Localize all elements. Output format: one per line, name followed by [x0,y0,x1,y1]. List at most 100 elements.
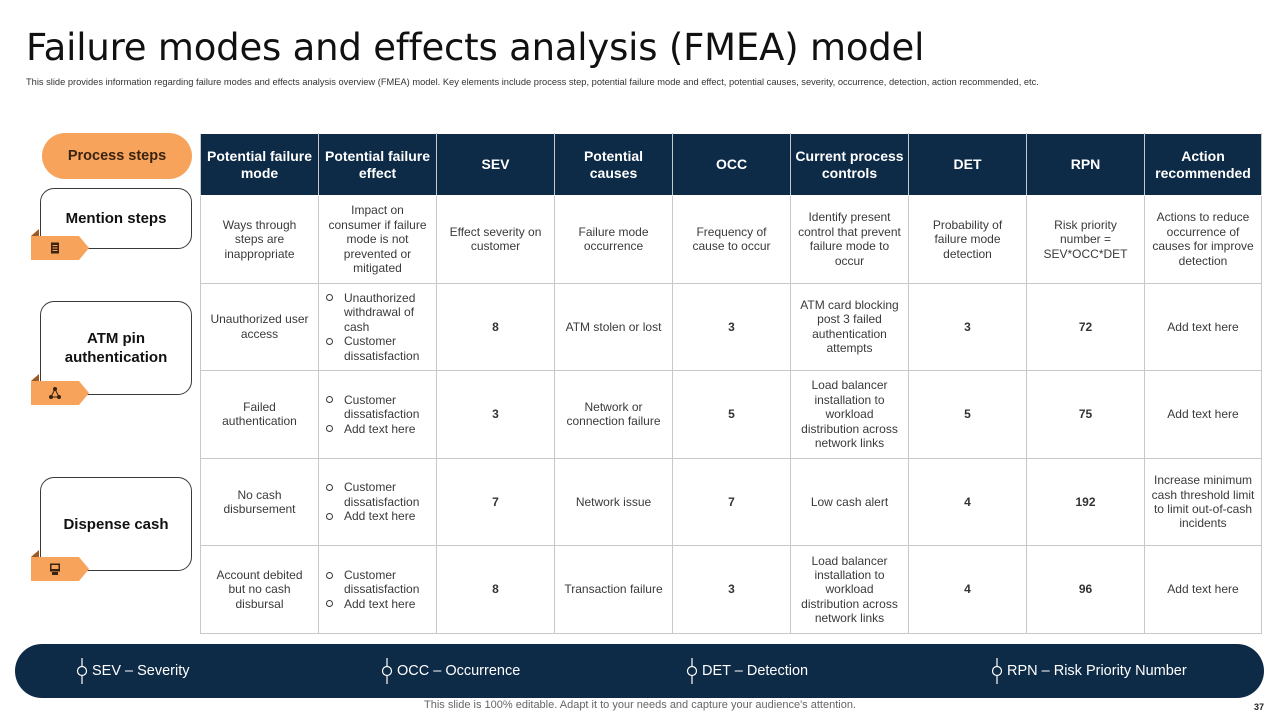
legend-label: SEV – Severity [92,663,190,679]
effect-list-item: Customer dissatisfaction [325,568,430,597]
effect-list: Customer dissatisfaction Add text here [325,393,430,436]
legend-bar: SEV – Severity OCC – Occurrence DET – De… [15,644,1264,698]
effect-list-item: Customer dissatisfaction [325,393,430,422]
cell-action: Add text here [1144,282,1262,372]
effect-list-item: Add text here [325,422,430,436]
cell-action: Actions to reduce occurrence of causes f… [1144,195,1262,284]
cell-controls: ATM card blocking post 3 failed authenti… [790,282,909,372]
cell-occ: Frequency of cause to occur [672,195,791,284]
column-header: Current process controls [790,133,909,196]
cell-controls: Load balancer installation to workload d… [790,370,909,459]
cell-occ: 5 [672,370,791,459]
cell-rpn: 72 [1026,282,1145,372]
cell-rpn: 192 [1026,457,1145,547]
column-header: RPN [1026,133,1145,196]
page-number: 37 [1253,702,1264,712]
cell-rpn: 75 [1026,370,1145,459]
cell-causes: Transaction failure [554,545,673,634]
marker-icon [686,658,698,684]
process-steps-header: Process steps [42,133,192,179]
cell-failure-effect: Customer dissatisfaction Add text here [318,370,437,459]
marker-icon [76,658,88,684]
cell-failure-mode: Ways through steps are inappropriate [200,195,319,284]
column-header: SEV [436,133,555,196]
effect-list-item: Unauthorized withdrawal of cash [325,291,430,334]
step-tag-atm-pin-authentication [31,374,89,405]
cell-sev: Effect severity on customer [436,195,555,284]
step-tag-dispense-cash [31,550,89,581]
legend-label: DET – Detection [702,663,809,679]
marker-icon [991,658,1003,684]
column-header: Action recommended [1144,133,1262,196]
cell-failure-mode: No cash disbursement [200,457,319,547]
cell-sev: 8 [436,282,555,372]
cell-causes: Network issue [554,457,673,547]
legend-item-rpn: RPN – Risk Priority Number [991,644,1187,698]
cell-failure-mode: Unauthorized user access [200,282,319,372]
table-header-row: Potential failure mode Potential failure… [200,133,1262,196]
cell-sev: 7 [436,457,555,547]
legend-label: OCC – Occurrence [397,663,521,679]
table-row: Unauthorized user access Unauthorized wi… [200,282,1262,372]
cell-causes: ATM stolen or lost [554,282,673,372]
cell-action: Increase minimum cash threshold limit to… [1144,457,1262,547]
cell-failure-mode: Failed authentication [200,370,319,459]
cell-occ: 7 [672,457,791,547]
cell-failure-effect: Customer dissatisfaction Add text here [318,545,437,634]
column-header: Potential causes [554,133,673,196]
cell-occ: 3 [672,282,791,372]
legend-item-occ: OCC – Occurrence [381,644,520,698]
cell-failure-effect: Unauthorized withdrawal of cash Customer… [318,282,437,372]
cell-failure-effect: Customer dissatisfaction Add text here [318,457,437,547]
column-header: Potential failure mode [200,133,319,196]
fmea-table: Potential failure mode Potential failure… [200,133,1262,634]
table-row: No cash disbursement Customer dissatisfa… [200,457,1262,547]
cell-sev: 3 [436,370,555,459]
cell-rpn: Risk priority number = SEV*OCC*DET [1026,195,1145,284]
cell-det: 4 [908,457,1027,547]
step-card-atm-pin-authentication: ATM pin authentication [40,301,192,395]
step-card-dispense-cash: Dispense cash [40,477,192,571]
legend-item-det: DET – Detection [686,644,808,698]
effect-list: Customer dissatisfaction Add text here [325,568,430,611]
slide-subtitle: This slide provides information regardin… [26,77,1039,87]
cell-failure-effect: Impact on consumer if failure mode is no… [318,195,437,284]
legend-item-sev: SEV – Severity [76,644,190,698]
cell-sev: 8 [436,545,555,634]
slide-title: Failure modes and effects analysis (FMEA… [26,26,925,69]
column-header: DET [908,133,1027,196]
effect-list-item: Add text here [325,597,430,611]
effect-list-item: Add text here [325,509,430,523]
cell-det: 5 [908,370,1027,459]
cell-det: 3 [908,282,1027,372]
column-header: Potential failure effect [318,133,437,196]
cell-controls: Identify present control that prevent fa… [790,195,909,284]
cell-occ: 3 [672,545,791,634]
document-icon [51,242,59,254]
cell-controls: Load balancer installation to workload d… [790,545,909,634]
cell-controls: Low cash alert [790,457,909,547]
cell-causes: Failure mode occurrence [554,195,673,284]
cell-det: Probability of failure mode detection [908,195,1027,284]
step-tag-mention-steps [31,229,89,260]
effect-list: Customer dissatisfaction Add text here [325,480,430,523]
cell-rpn: 96 [1026,545,1145,634]
cell-action: Add text here [1144,545,1262,634]
step-label: ATM pin authentication [64,330,168,366]
step-label: Dispense cash [63,515,169,533]
effect-list-item: Customer dissatisfaction [325,334,430,363]
slide-footer: This slide is 100% editable. Adapt it to… [424,699,856,711]
cell-action: Add text here [1144,370,1262,459]
effect-list: Unauthorized withdrawal of cash Customer… [325,291,430,363]
table-row: Failed authentication Customer dissatisf… [200,370,1262,459]
legend-label: RPN – Risk Priority Number [1007,663,1187,679]
cell-causes: Network or connection failure [554,370,673,459]
marker-icon [381,658,393,684]
cell-failure-mode: Account debited but no cash disbursal [200,545,319,634]
network-icon [49,387,61,399]
effect-list-item: Customer dissatisfaction [325,480,430,509]
table-row: Account debited but no cash disbursal Cu… [200,545,1262,634]
table-row: Ways through steps are inappropriate Imp… [200,195,1262,284]
atm-icon [50,563,60,575]
cell-det: 4 [908,545,1027,634]
